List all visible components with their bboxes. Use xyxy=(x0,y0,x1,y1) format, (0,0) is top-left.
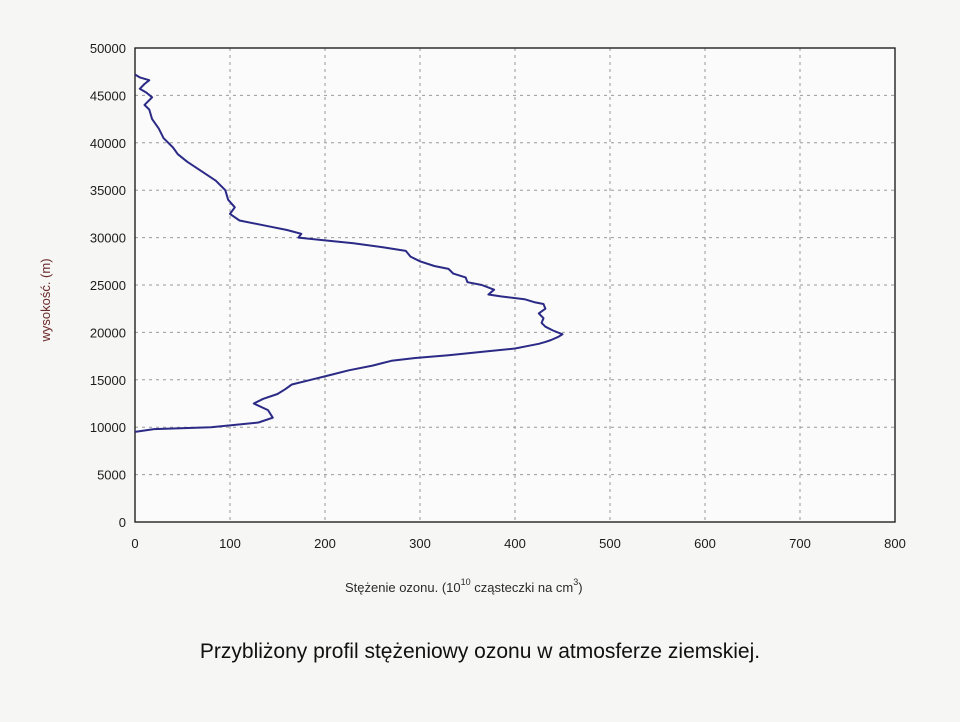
y-tick-label: 5000 xyxy=(97,468,126,483)
series-line-ozone xyxy=(134,73,564,433)
x-axis-title-exponent: 10 xyxy=(461,577,471,587)
x-tick-label: 0 xyxy=(131,536,138,551)
x-tick-label: 400 xyxy=(504,536,526,551)
x-tick-label: 200 xyxy=(314,536,336,551)
x-axis-ticks: 0 100 200 300 400 500 600 700 800 xyxy=(131,536,905,551)
x-tick-label: 300 xyxy=(409,536,431,551)
x-tick-label: 500 xyxy=(599,536,621,551)
grid xyxy=(135,48,895,522)
x-tick-label: 100 xyxy=(219,536,241,551)
y-tick-label: 50000 xyxy=(90,41,126,56)
x-tick-label: 700 xyxy=(789,536,811,551)
x-tick-label: 800 xyxy=(884,536,906,551)
x-axis-title-main: Stężenie ozonu. (10 xyxy=(345,580,461,595)
x-axis-title-unit: cząsteczki na cm xyxy=(471,580,574,595)
x-axis-title: Stężenie ozonu. (1010 cząsteczki na cm3) xyxy=(345,577,583,595)
x-tick-label: 600 xyxy=(694,536,716,551)
plot-frame xyxy=(134,47,896,523)
y-tick-label: 45000 xyxy=(90,88,126,103)
y-tick-label: 15000 xyxy=(90,373,126,388)
y-axis-title: wysokość. (m) xyxy=(38,258,53,342)
y-tick-label: 20000 xyxy=(90,325,126,340)
y-tick-label: 25000 xyxy=(90,278,126,293)
figure-caption: Przybliżony profil stężeniowy ozonu w at… xyxy=(199,640,761,663)
x-axis-title-exponent-2: 3 xyxy=(573,577,578,587)
y-tick-label: 0 xyxy=(119,515,126,530)
y-axis-ticks: 0 5000 10000 15000 20000 25000 30000 35000 40000… xyxy=(90,41,126,530)
y-tick-label: 35000 xyxy=(90,183,126,198)
y-tick-label: 30000 xyxy=(90,231,126,246)
y-tick-label: 40000 xyxy=(90,136,126,151)
y-tick-label: 10000 xyxy=(90,420,126,435)
x-axis-title-close: ) xyxy=(578,580,582,595)
